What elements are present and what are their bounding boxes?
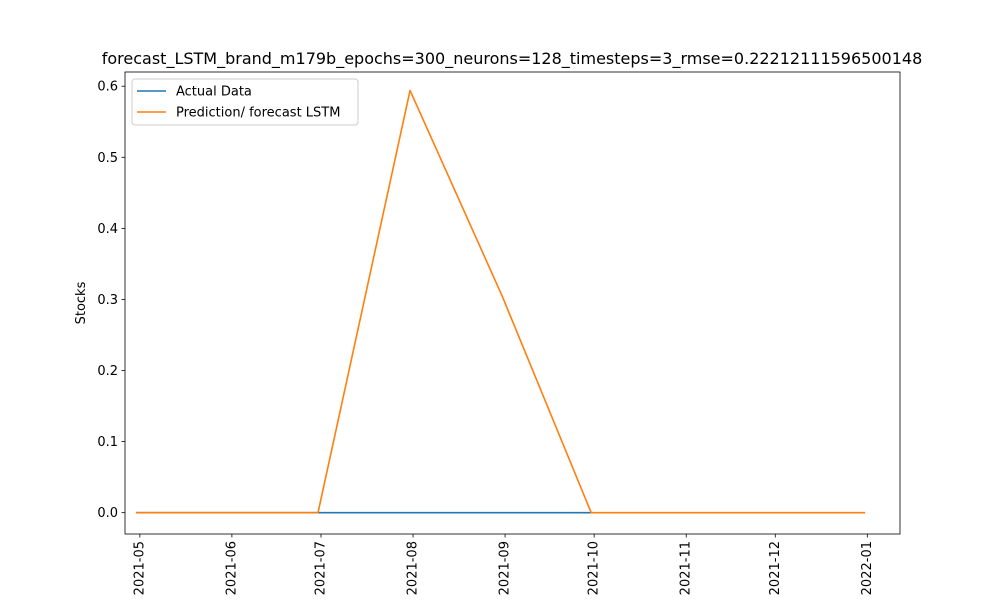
y-tick-label: 0.6	[97, 80, 118, 95]
x-tick-label: 2021-12	[768, 541, 783, 595]
y-tick-label: 0.5	[97, 151, 118, 166]
x-tick-label: 2021-08	[406, 541, 421, 595]
legend: Actual Data Prediction/ forecast LSTM	[132, 79, 358, 125]
y-tick-label: 0.3	[97, 293, 118, 308]
y-axis: 0.0 0.1 0.2 0.3 0.4 0.5 0.6	[97, 80, 125, 521]
legend-label-prediction-forecast: Prediction/ forecast LSTM	[176, 106, 340, 121]
x-tick-label: 2022-01	[860, 541, 875, 595]
x-tick-label: 2021-11	[679, 541, 694, 595]
plot-area	[125, 72, 900, 534]
x-axis: 2021-05 2021-06 2021-07 2021-08 2021-09 2021-…	[132, 534, 874, 595]
y-tick-label: 0.0	[97, 506, 118, 521]
chart-title: forecast_LSTM_brand_m179b_epochs=300_neu…	[102, 49, 923, 69]
x-tick-label: 2021-09	[498, 541, 513, 595]
y-tick-label: 0.4	[97, 222, 118, 237]
y-axis-label: Stocks	[74, 281, 89, 324]
legend-label-actual-data: Actual Data	[176, 85, 252, 100]
y-tick-label: 0.1	[97, 435, 118, 450]
x-tick-label: 2021-10	[587, 541, 602, 595]
y-tick-label: 0.2	[97, 364, 118, 379]
x-tick-label: 2021-05	[132, 541, 147, 595]
x-tick-label: 2021-06	[224, 541, 239, 595]
x-tick-label: 2021-07	[313, 541, 328, 595]
